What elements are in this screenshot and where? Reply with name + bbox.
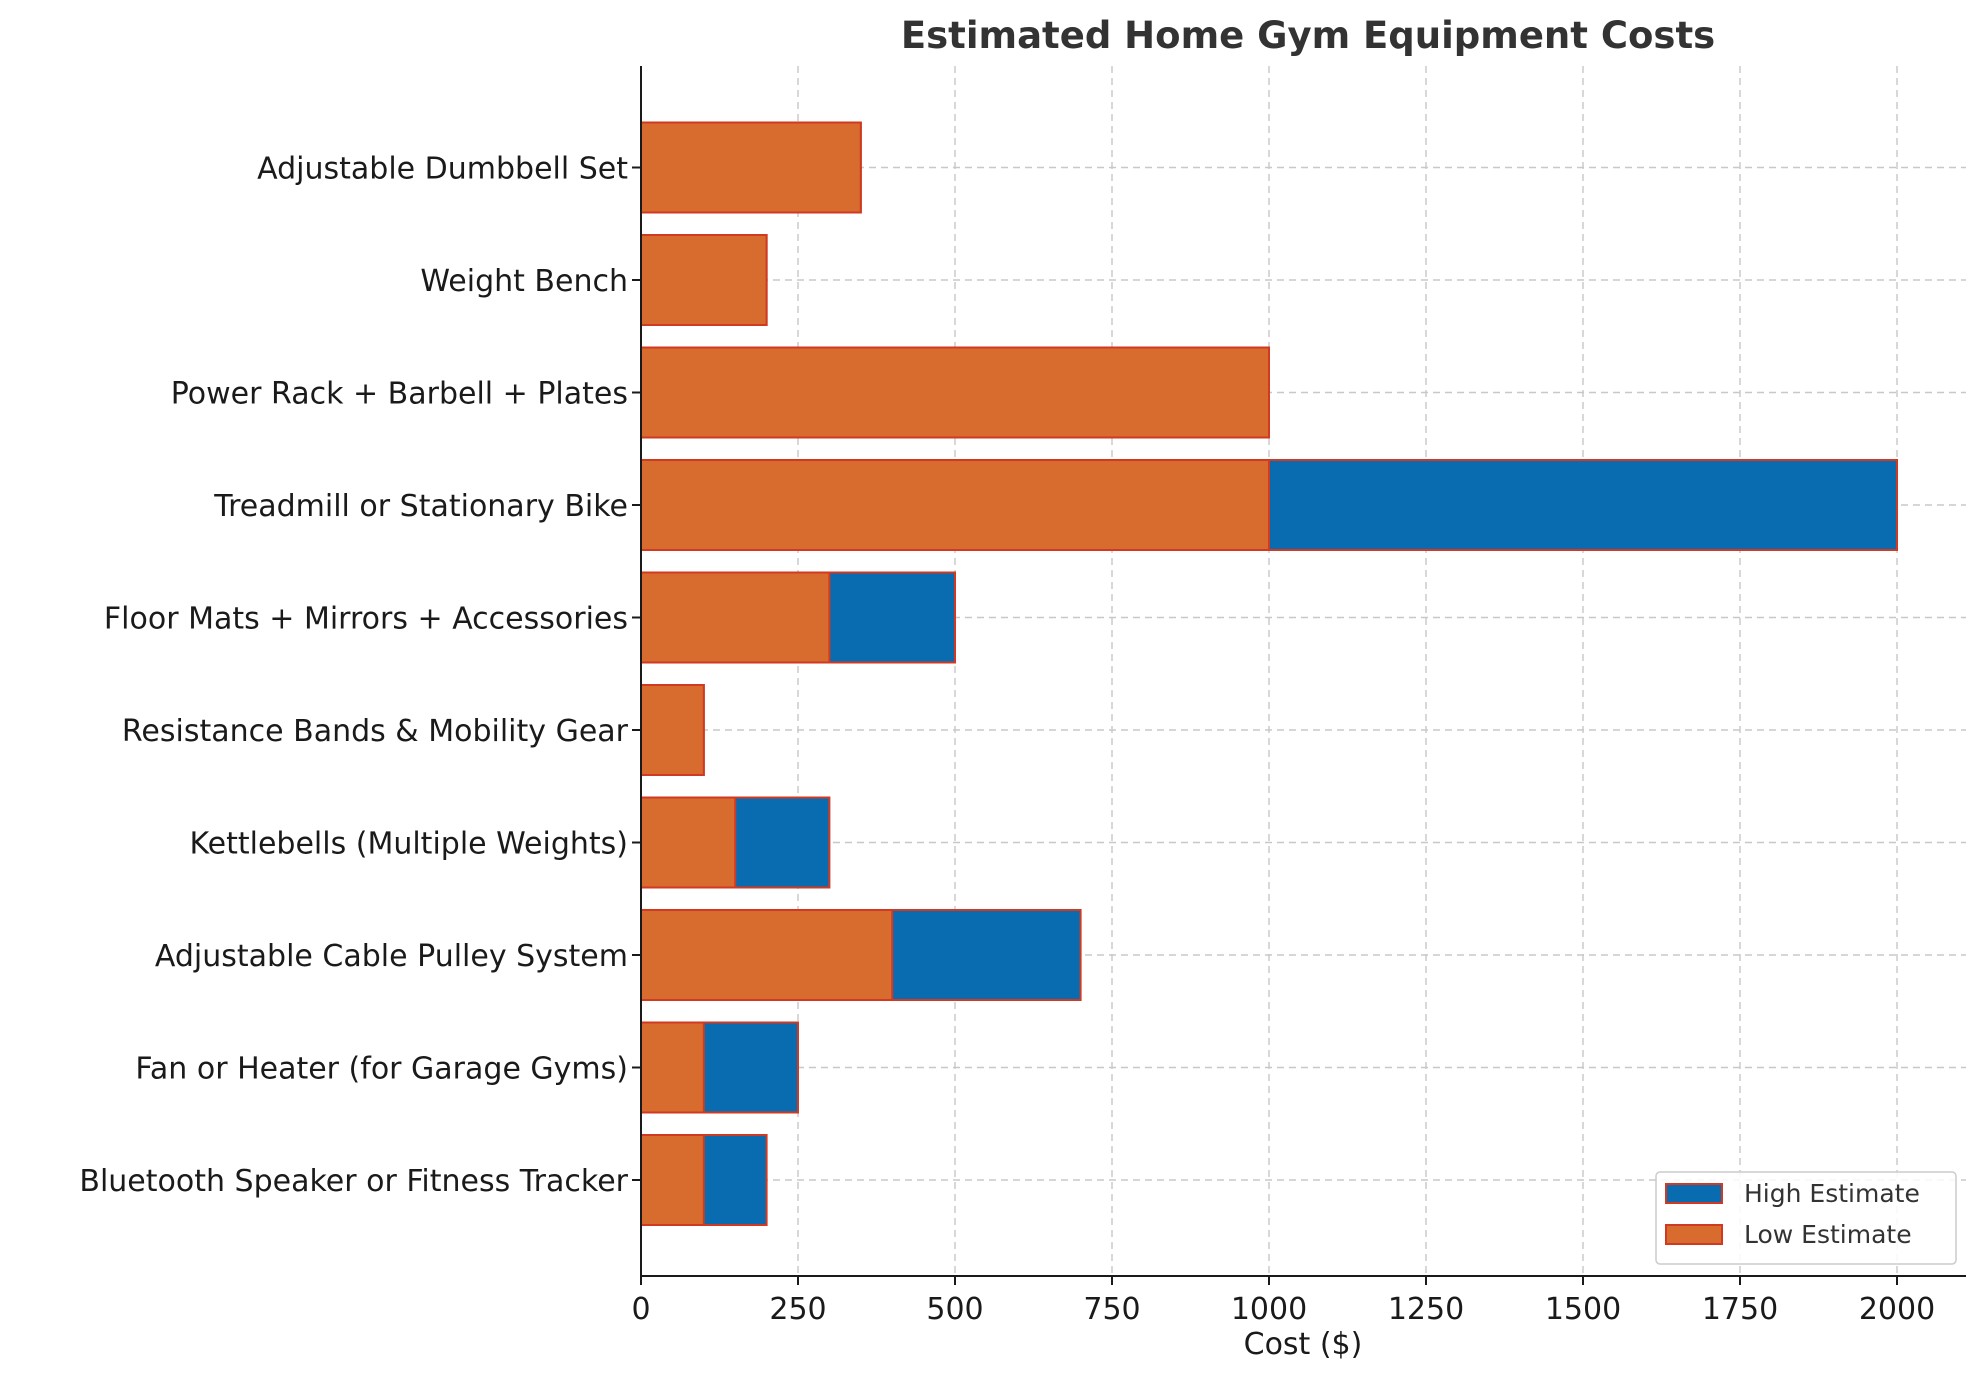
category-label-kettlebells-multiple-weights: Kettlebells (Multiple Weights) xyxy=(189,827,628,862)
category-label-power-rack-barbell-plates: Power Rack + Barbell + Plates xyxy=(171,377,628,412)
x-tick-label: 0 xyxy=(631,1292,650,1327)
bar-low-estimate-floor-mats-mirrors-accessories xyxy=(640,571,831,664)
axes xyxy=(640,66,1966,1277)
legend-frame xyxy=(1655,1171,1957,1265)
bar-low-estimate-bluetooth-speaker-or-fitness-tracker xyxy=(640,1134,705,1226)
bar-low-estimate-power-rack-barbell-plates xyxy=(640,346,1270,439)
category-label-bluetooth-speaker-or-fitness-tracker: Bluetooth Speaker or Fitness Tracker xyxy=(79,1164,628,1199)
x-tick-label: 500 xyxy=(926,1292,983,1327)
category-label-weight-bench: Weight Bench xyxy=(420,264,628,299)
legend: High Estimate Low Estimate xyxy=(1655,1171,1957,1265)
x-axis-label: Cost ($) xyxy=(1244,1327,1363,1362)
bars xyxy=(640,121,1898,1226)
category-label-floor-mats-mirrors-accessories: Floor Mats + Mirrors + Accessories xyxy=(104,602,628,637)
x-tick-label: 1750 xyxy=(1702,1292,1778,1327)
x-tick-label: 1500 xyxy=(1545,1292,1621,1327)
bar-low-estimate-resistance-bands-mobility-gear xyxy=(640,684,705,776)
legend-label-high-estimate: High Estimate xyxy=(1744,1179,1920,1208)
legend-swatch-high-estimate xyxy=(1665,1183,1723,1204)
bar-low-estimate-adjustable-cable-pulley-system xyxy=(640,909,894,1001)
bar-low-estimate-fan-or-heater-for-garage-gyms xyxy=(640,1021,705,1114)
category-label-resistance-bands-mobility-gear: Resistance Bands & Mobility Gear xyxy=(122,714,629,749)
category-label-fan-or-heater-for-garage-gyms: Fan or Heater (for Garage Gyms) xyxy=(135,1052,628,1087)
category-label-treadmill-or-stationary-bike: Treadmill or Stationary Bike xyxy=(213,489,628,524)
category-label-adjustable-dumbbell-set: Adjustable Dumbbell Set xyxy=(257,152,628,187)
x-tick-label: 750 xyxy=(1083,1292,1140,1327)
legend-swatch-low-estimate xyxy=(1665,1224,1723,1245)
x-tick-label: 1000 xyxy=(1231,1292,1307,1327)
x-tick-label: 250 xyxy=(769,1292,826,1327)
bar-low-estimate-weight-bench xyxy=(640,234,768,326)
bar-low-estimate-kettlebells-multiple-weights xyxy=(640,796,737,889)
x-tick-label: 2000 xyxy=(1859,1292,1935,1327)
chart-title: Estimated Home Gym Equipment Costs xyxy=(901,14,1715,57)
grid-lines xyxy=(640,66,1966,1276)
bar-low-estimate-adjustable-dumbbell-set xyxy=(640,121,862,214)
bar-low-estimate-treadmill-or-stationary-bike xyxy=(640,459,1270,551)
legend-label-low-estimate: Low Estimate xyxy=(1744,1220,1912,1249)
x-tick-label: 1250 xyxy=(1388,1292,1464,1327)
category-labels: Adjustable Dumbbell Set Weight Bench Power… xyxy=(79,152,628,1200)
category-label-adjustable-cable-pulley-system: Adjustable Cable Pulley System xyxy=(155,939,628,974)
tick-marks: 0 250 500 750 1000 1250 1500 1750 2000 xyxy=(631,166,1935,1327)
